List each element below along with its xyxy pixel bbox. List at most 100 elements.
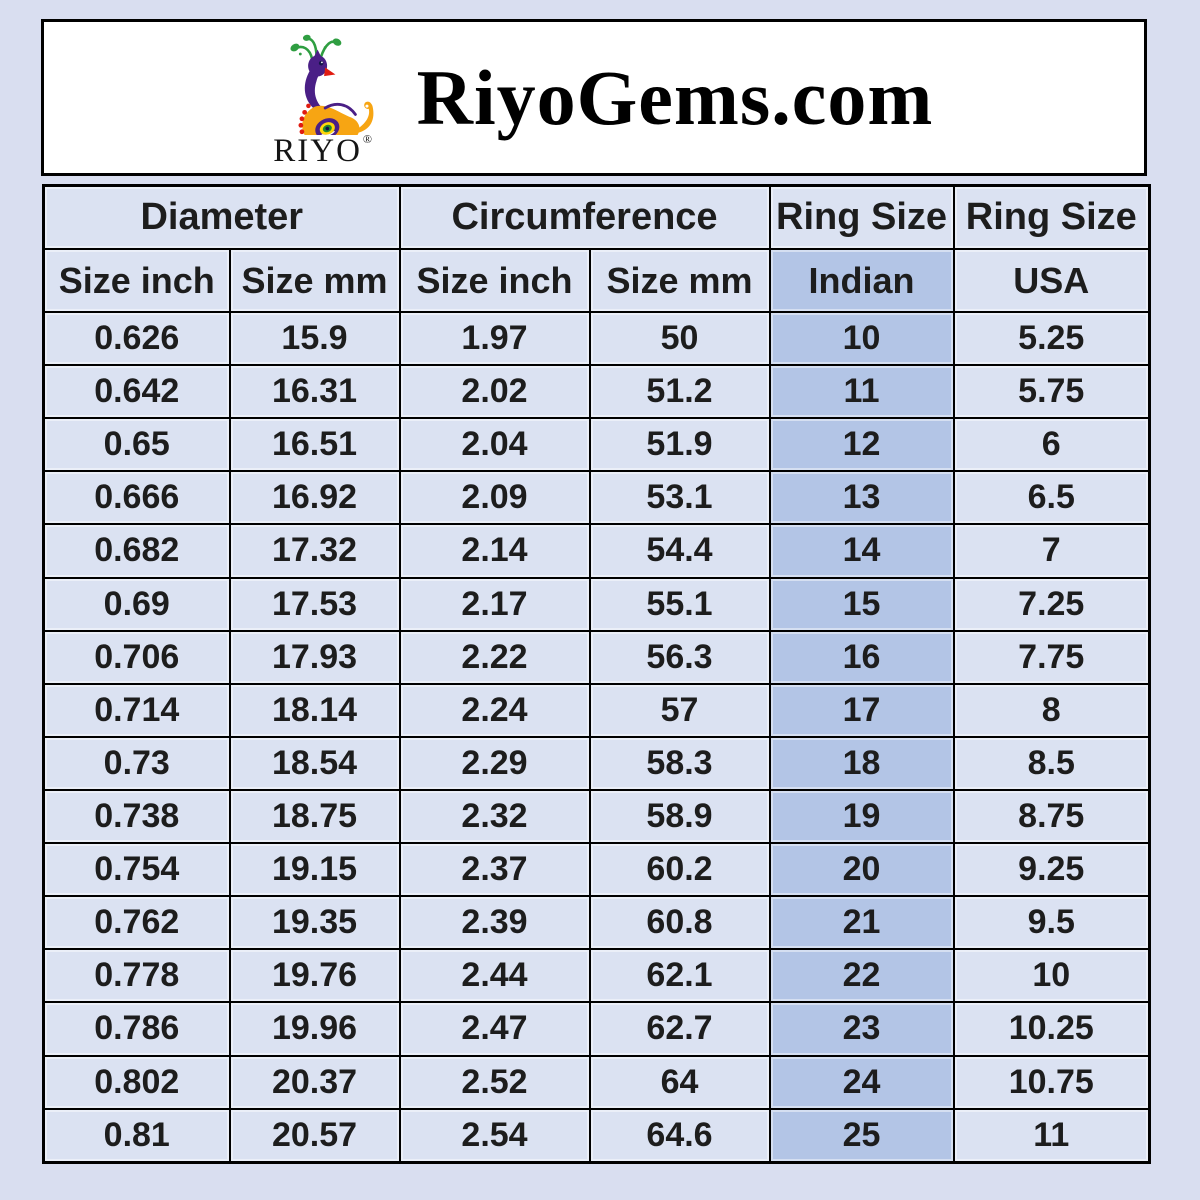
cell-diameter-inch: 0.73 [42,735,231,791]
table-row: 0.714 18.14 2.24 57 17 8 [42,682,1151,738]
cell-ring-size-indian: 23 [768,1001,955,1057]
cell-diameter-inch: 0.65 [42,417,231,473]
cell-circumference-mm: 54.4 [588,523,771,579]
cell-circumference-mm: 58.3 [588,735,771,791]
cell-ring-size-indian: 19 [768,788,955,845]
table-header: Diameter Circumference Ring Size Ring Si… [42,184,1151,313]
sub-header-circumference-inch: Size inch [398,248,591,313]
cell-diameter-inch: 0.666 [42,470,231,526]
brand-header: RIYO® RiyoGems.com [41,19,1147,176]
table-body: 0.626 15.9 1.97 50 10 5.25 0.642 16.31 2.02 51.2 1… [42,310,1151,1164]
sub-header-diameter-inch: Size inch [42,248,231,313]
table-row: 0.778 19.76 2.44 62.1 22 10 [42,948,1151,1004]
registered-trademark-symbol: ® [362,132,373,146]
sub-header-row: Size inch Size mm Size inch Size mm Indi… [42,248,1151,313]
cell-ring-size-usa: 5.25 [952,310,1151,367]
cell-ring-size-indian: 13 [768,470,955,526]
cell-circumference-mm: 62.7 [588,1001,771,1057]
cell-diameter-inch: 0.642 [42,364,231,420]
cell-ring-size-indian: 10 [768,310,955,367]
cell-ring-size-indian: 12 [768,417,955,473]
cell-circumference-mm: 60.2 [588,842,771,898]
peacock-icon [290,34,374,135]
cell-ring-size-indian: 21 [768,895,955,951]
cell-ring-size-indian: 11 [768,364,955,420]
cell-ring-size-usa: 9.5 [952,895,1151,951]
cell-diameter-mm: 17.53 [228,576,401,632]
cell-circumference-mm: 60.8 [588,895,771,951]
cell-diameter-inch: 0.714 [42,682,231,738]
cell-diameter-mm: 17.32 [228,523,401,579]
cell-ring-size-indian: 17 [768,682,955,738]
table-row: 0.642 16.31 2.02 51.2 11 5.75 [42,364,1151,420]
group-header-ring-size-indian: Ring Size [768,184,955,250]
riyo-logo: RIYO® [255,27,391,168]
table-row: 0.81 20.57 2.54 64.6 25 11 [42,1107,1151,1164]
cell-diameter-mm: 20.37 [228,1054,401,1110]
cell-circumference-inch: 2.09 [398,470,591,526]
cell-diameter-mm: 19.76 [228,948,401,1004]
table-row: 0.762 19.35 2.39 60.8 21 9.5 [42,895,1151,951]
ring-size-table: Diameter Circumference Ring Size Ring Si… [42,184,1152,1164]
cell-ring-size-usa: 11 [952,1107,1151,1164]
cell-circumference-inch: 2.39 [398,895,591,951]
table-row: 0.626 15.9 1.97 50 10 5.25 [42,310,1151,367]
cell-circumference-inch: 2.54 [398,1107,591,1164]
cell-circumference-inch: 1.97 [398,310,591,367]
table-row: 0.69 17.53 2.17 55.1 15 7.25 [42,576,1151,632]
cell-diameter-mm: 16.51 [228,417,401,473]
cell-diameter-inch: 0.778 [42,948,231,1004]
cell-circumference-mm: 51.2 [588,364,771,420]
sub-header-indian: Indian [768,248,955,313]
cell-ring-size-usa: 10 [952,948,1151,1004]
cell-circumference-inch: 2.02 [398,364,591,420]
cell-ring-size-indian: 25 [768,1107,955,1164]
table-row: 0.73 18.54 2.29 58.3 18 8.5 [42,735,1151,791]
cell-diameter-inch: 0.626 [42,310,231,367]
cell-diameter-inch: 0.762 [42,895,231,951]
cell-circumference-mm: 56.3 [588,629,771,685]
cell-circumference-mm: 58.9 [588,788,771,845]
cell-circumference-inch: 2.22 [398,629,591,685]
cell-ring-size-indian: 22 [768,948,955,1004]
sub-header-circumference-mm: Size mm [588,248,771,313]
table-row: 0.802 20.37 2.52 64 24 10.75 [42,1054,1151,1110]
table-row: 0.666 16.92 2.09 53.1 13 6.5 [42,470,1151,526]
cell-ring-size-indian: 24 [768,1054,955,1110]
cell-ring-size-usa: 8.5 [952,735,1151,791]
cell-circumference-inch: 2.24 [398,682,591,738]
cell-circumference-mm: 64.6 [588,1107,771,1164]
table-row: 0.682 17.32 2.14 54.4 14 7 [42,523,1151,579]
cell-diameter-mm: 15.9 [228,310,401,367]
cell-diameter-inch: 0.802 [42,1054,231,1110]
table-row: 0.65 16.51 2.04 51.9 12 6 [42,417,1151,473]
cell-ring-size-usa: 6.5 [952,470,1151,526]
cell-circumference-mm: 51.9 [588,417,771,473]
group-header-ring-size-usa: Ring Size [952,184,1151,250]
cell-ring-size-usa: 9.25 [952,842,1151,898]
cell-diameter-mm: 19.35 [228,895,401,951]
sub-header-usa: USA [952,248,1151,313]
cell-ring-size-usa: 10.25 [952,1001,1151,1057]
cell-diameter-mm: 16.31 [228,364,401,420]
logo-text: RIYO [273,133,362,169]
cell-ring-size-indian: 16 [768,629,955,685]
cell-ring-size-indian: 14 [768,523,955,579]
cell-ring-size-usa: 7.25 [952,576,1151,632]
cell-diameter-mm: 19.15 [228,842,401,898]
logo-wordmark: RIYO® [255,133,391,168]
table-row: 0.706 17.93 2.22 56.3 16 7.75 [42,629,1151,685]
cell-diameter-mm: 18.14 [228,682,401,738]
cell-circumference-mm: 64 [588,1054,771,1110]
cell-diameter-inch: 0.706 [42,629,231,685]
cell-circumference-inch: 2.29 [398,735,591,791]
cell-diameter-inch: 0.81 [42,1107,231,1164]
cell-diameter-mm: 18.75 [228,788,401,845]
cell-diameter-inch: 0.786 [42,1001,231,1057]
cell-circumference-inch: 2.14 [398,523,591,579]
cell-diameter-inch: 0.69 [42,576,231,632]
cell-circumference-inch: 2.04 [398,417,591,473]
table-row: 0.754 19.15 2.37 60.2 20 9.25 [42,842,1151,898]
cell-ring-size-usa: 8.75 [952,788,1151,845]
